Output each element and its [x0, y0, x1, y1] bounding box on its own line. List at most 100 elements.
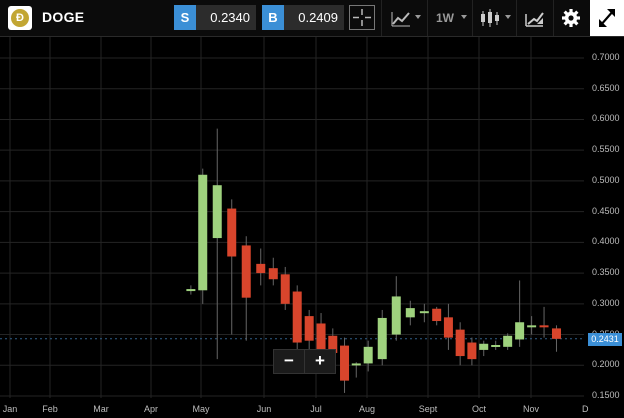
y-tick-label: 0.2000 — [592, 359, 620, 370]
chart-type-dropdown[interactable] — [388, 0, 424, 36]
interval-dropdown[interactable] — [430, 0, 470, 36]
doge-logo-icon: Ð — [8, 6, 32, 30]
toolbar-divider — [381, 0, 382, 36]
candle[interactable] — [363, 340, 373, 372]
candle[interactable] — [304, 309, 314, 350]
toolbar-divider — [553, 0, 554, 36]
zoom-controls: − + — [273, 349, 336, 374]
y-tick-label: 0.4500 — [592, 205, 620, 216]
zoom-out-button[interactable]: − — [284, 351, 294, 370]
x-tick-label: D — [582, 404, 589, 414]
candle-body — [503, 335, 513, 347]
sell-tag: S — [174, 5, 196, 30]
candlestick-icon — [481, 9, 499, 27]
symbol-label[interactable]: DOGE — [42, 9, 85, 25]
candle-body — [280, 274, 290, 304]
candle[interactable] — [419, 303, 429, 323]
candle[interactable] — [479, 340, 489, 357]
candle-body — [479, 343, 489, 350]
x-tick-label: Nov — [522, 404, 540, 414]
buy-price: 0.2409 — [284, 5, 344, 30]
y-tick-label: 0.4000 — [592, 236, 620, 247]
candle-body — [256, 263, 266, 274]
candlestick-chart[interactable] — [0, 37, 584, 398]
sell-button[interactable]: S 0.2340 — [174, 5, 256, 30]
drawing-tool-button[interactable] — [520, 0, 550, 36]
interval-label[interactable]: 1W — [436, 11, 454, 25]
y-tick-label: 0.3500 — [592, 267, 620, 278]
y-tick-label: 0.5500 — [592, 144, 620, 155]
toolbar: Ð DOGE S 0.2340 B 0.2409 1W — [0, 0, 624, 37]
candle-body — [198, 174, 208, 291]
x-tick-label: Aug — [358, 404, 376, 414]
candle[interactable] — [351, 362, 361, 378]
candle-body — [241, 245, 251, 298]
y-tick-label: 0.5000 — [592, 174, 620, 185]
candle[interactable] — [551, 325, 561, 352]
x-tick-label: May — [192, 404, 210, 414]
buy-button[interactable]: B 0.2409 — [262, 5, 344, 30]
y-tick-label: 0.1500 — [592, 390, 620, 400]
x-tick-label: Jan — [2, 404, 18, 414]
candle-body — [491, 344, 501, 347]
toolbar-divider — [472, 0, 473, 36]
candle[interactable] — [227, 199, 237, 335]
candle[interactable] — [256, 248, 266, 286]
candle[interactable] — [467, 337, 477, 366]
settings-button[interactable] — [556, 0, 586, 36]
candle-body — [186, 289, 196, 292]
candle[interactable] — [443, 303, 453, 350]
drawing-tool-icon — [525, 12, 544, 27]
chevron-down-icon — [461, 15, 467, 19]
candle[interactable] — [432, 306, 442, 326]
x-tick-label: Mar — [93, 404, 109, 414]
candle[interactable] — [527, 316, 537, 335]
toolbar-divider — [516, 0, 517, 36]
candle-body — [443, 317, 453, 338]
candle[interactable] — [391, 276, 401, 341]
candle-body — [268, 268, 278, 280]
candle-body — [432, 308, 442, 322]
expand-button[interactable] — [590, 0, 624, 36]
candle-body — [419, 311, 429, 314]
x-tick-label: Jun — [256, 404, 272, 414]
line-chart-icon — [391, 12, 410, 27]
candle-body — [227, 208, 237, 257]
candle-body — [539, 325, 549, 328]
candle-body — [292, 291, 302, 343]
crosshair-button[interactable] — [349, 5, 375, 30]
x-tick-label: Oct — [471, 404, 487, 414]
chart-plot-area[interactable] — [0, 37, 584, 398]
candle[interactable] — [340, 337, 350, 393]
candle[interactable] — [280, 266, 290, 310]
candle[interactable] — [198, 168, 208, 304]
candle[interactable] — [491, 340, 501, 350]
candle-style-dropdown[interactable] — [476, 0, 514, 36]
candle[interactable] — [503, 333, 513, 350]
candle-body — [455, 329, 465, 357]
zoom-in-button[interactable]: + — [304, 350, 335, 373]
y-tick-label: 0.6500 — [592, 82, 620, 93]
y-tick-label: 0.6000 — [592, 113, 620, 124]
candle[interactable] — [405, 300, 415, 326]
candle[interactable] — [241, 236, 251, 341]
candle-body — [391, 296, 401, 335]
toolbar-divider — [427, 0, 428, 36]
candle[interactable] — [186, 285, 196, 295]
candle-body — [340, 345, 350, 381]
candle[interactable] — [212, 128, 222, 360]
candle[interactable] — [292, 285, 302, 353]
candle-body — [351, 363, 361, 366]
candle-body — [515, 322, 525, 340]
candle[interactable] — [455, 322, 465, 366]
x-tick-label: Sept — [418, 404, 438, 414]
current-price-tag: 0.2431 — [588, 333, 622, 346]
candle[interactable] — [377, 309, 387, 366]
candle-body — [377, 317, 387, 360]
candle[interactable] — [539, 306, 549, 338]
chevron-down-icon — [415, 15, 421, 19]
y-tick-label: 0.7000 — [592, 52, 620, 62]
candle[interactable] — [515, 280, 525, 347]
candle[interactable] — [268, 257, 278, 286]
buy-tag: B — [262, 5, 284, 30]
